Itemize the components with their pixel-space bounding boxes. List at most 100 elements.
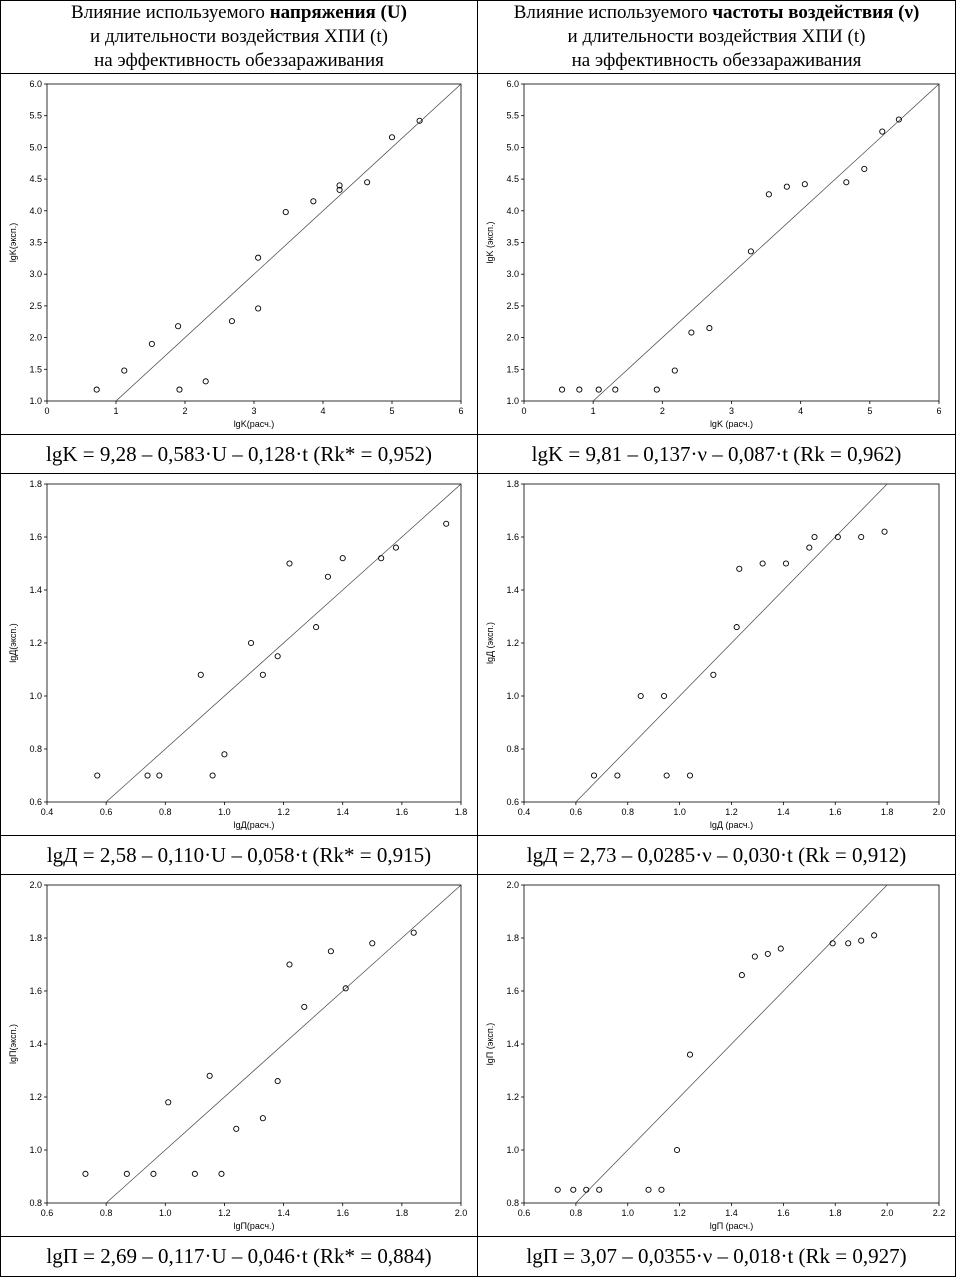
y-tick-label: 1.2	[29, 638, 42, 648]
data-point	[202, 378, 209, 385]
data-point	[777, 945, 784, 952]
data-point	[339, 555, 346, 562]
data-point	[879, 128, 886, 135]
x-tick-label: 2.0	[881, 1208, 894, 1218]
data-point	[614, 772, 621, 779]
x-tick-label: 0.6	[518, 1208, 531, 1218]
y-axis-label: lgП(эксп.)	[8, 1024, 18, 1064]
header-left-text: Влияние используемого	[71, 2, 270, 23]
data-point	[388, 134, 396, 141]
x-tick-label: 1.6	[336, 1208, 349, 1218]
data-point	[342, 985, 349, 992]
y-tick-label: 3.5	[506, 238, 519, 248]
y-tick-label: 4.5	[29, 174, 42, 184]
chart-r3-right: 0.6 0.8 1.0 1.2 1.4 1.6 1.8 2.0 2.20.81.01.21.41…	[485, 880, 946, 1231]
data-point	[255, 305, 262, 312]
data-point	[327, 948, 334, 955]
y-tick-label: 2.5	[29, 301, 42, 311]
data-point	[759, 560, 766, 567]
data-point	[94, 772, 101, 779]
data-point	[259, 1115, 266, 1122]
x-tick-label: 5	[389, 406, 394, 416]
y-tick-label: 1.2	[506, 638, 519, 648]
y-tick-label: 1.8	[29, 479, 42, 489]
header-left-line3: на эффективность обеззараживания	[94, 50, 384, 71]
data-point	[861, 165, 868, 173]
y-tick-label: 0.8	[29, 1198, 42, 1208]
x-tick-label: 0.6	[100, 807, 113, 817]
x-tick-label: 4	[320, 406, 325, 416]
x-tick-label: 2.2	[933, 1208, 946, 1218]
data-point	[751, 953, 758, 960]
y-tick-label: 6.0	[29, 79, 42, 89]
data-point	[806, 544, 813, 551]
y-tick-label: 2.0	[506, 333, 519, 343]
data-point	[637, 692, 644, 700]
data-point	[558, 386, 566, 393]
x-tick-label: 1.2	[277, 807, 290, 817]
chart-cell-r3-left: 0.6 0.8 1.0 1.2 1.4 1.6 1.8 2.0 0.8 1.0 1.2 1.4 1.6 1…	[0, 874, 478, 1237]
y-tick-label: 3.0	[506, 269, 519, 279]
chart-cell-r2-left: 0.4 0.6 0.8 1.0 1.2 1.4 1.6 1.8 0.6 0.8 1.0 1.2 1.4 1…	[0, 473, 478, 836]
header-right-line1: Влияние используемого частоты воздействи…	[514, 1, 920, 25]
header-left-bold: напряжения (U)	[269, 2, 407, 23]
data-point	[286, 961, 293, 968]
data-point	[688, 329, 695, 336]
y-tick-label: 1.8	[29, 933, 42, 943]
data-point	[144, 772, 151, 779]
y-tick-label: 1.0	[29, 396, 42, 406]
data-point	[282, 209, 289, 216]
y-tick-label: 4.0	[506, 206, 519, 216]
data-point	[747, 248, 754, 255]
header-left-line1: Влияние используемого напряжения (U)	[71, 1, 407, 25]
data-point	[645, 1186, 652, 1193]
x-tick-label: 0	[521, 406, 526, 416]
data-point	[313, 624, 320, 631]
equation-r1-left: lgK = 9,28 – 0,583·U – 0,128·t (Rk* = 0,…	[0, 434, 478, 474]
plot-frame	[46, 884, 462, 1204]
x-tick-label: 1.2	[725, 807, 738, 817]
x-tick-label: 0.6	[41, 1208, 54, 1218]
x-axis-label: lgK(расч.)	[234, 419, 275, 429]
data-point	[653, 386, 660, 393]
y-tick-label: 5.5	[506, 111, 519, 121]
x-tick-label: 0.4	[518, 807, 531, 817]
x-axis-label: lgД (расч.)	[710, 820, 753, 830]
y-axis-label: lgП (эксп.)	[485, 1023, 495, 1065]
data-point	[570, 1186, 577, 1193]
data-point	[364, 179, 371, 186]
y-tick-label: 5.0	[29, 142, 42, 152]
y-tick-label: 0.8	[506, 1198, 519, 1208]
fit-line	[115, 84, 461, 401]
data-point	[156, 772, 163, 779]
data-point	[410, 929, 417, 936]
y-tick-label: 3.0	[29, 269, 42, 279]
x-tick-label: 1.0	[673, 807, 686, 817]
chart-r1-left: 0 1 2 3 4 5 6 1.0 1.5 2.0 2.5 3.0 3.5 4.0 4.5 5.0 5.5 6.0…	[8, 79, 464, 429]
x-tick-label: 3	[729, 406, 734, 416]
x-tick-label: 1.4	[277, 1208, 290, 1218]
data-point	[206, 1072, 213, 1079]
data-point	[843, 179, 850, 186]
fit-line	[575, 885, 888, 1203]
y-axis-label: lgK(эксп.)	[8, 223, 18, 263]
data-point	[710, 671, 717, 678]
data-point	[829, 940, 836, 947]
data-point	[324, 573, 331, 580]
x-tick-label: 0.8	[570, 1208, 583, 1218]
x-tick-label: 1.8	[829, 1208, 842, 1218]
x-tick-label: 1.8	[881, 807, 894, 817]
x-tick-label: 2	[660, 406, 665, 416]
x-axis-label: lgП (расч.)	[710, 1221, 754, 1231]
data-point	[596, 1186, 603, 1193]
y-tick-label: 1.6	[29, 986, 42, 996]
data-point	[590, 772, 598, 779]
data-point	[782, 560, 790, 567]
x-tick-label: 1.6	[396, 807, 409, 817]
y-axis-label: lgД(эксп.)	[8, 623, 18, 663]
y-tick-label: 0.6	[29, 797, 42, 807]
header-left: Влияние используемого напряжения (U) и д…	[0, 0, 478, 74]
data-point	[197, 671, 204, 678]
x-tick-label: 2.0	[455, 1208, 468, 1218]
